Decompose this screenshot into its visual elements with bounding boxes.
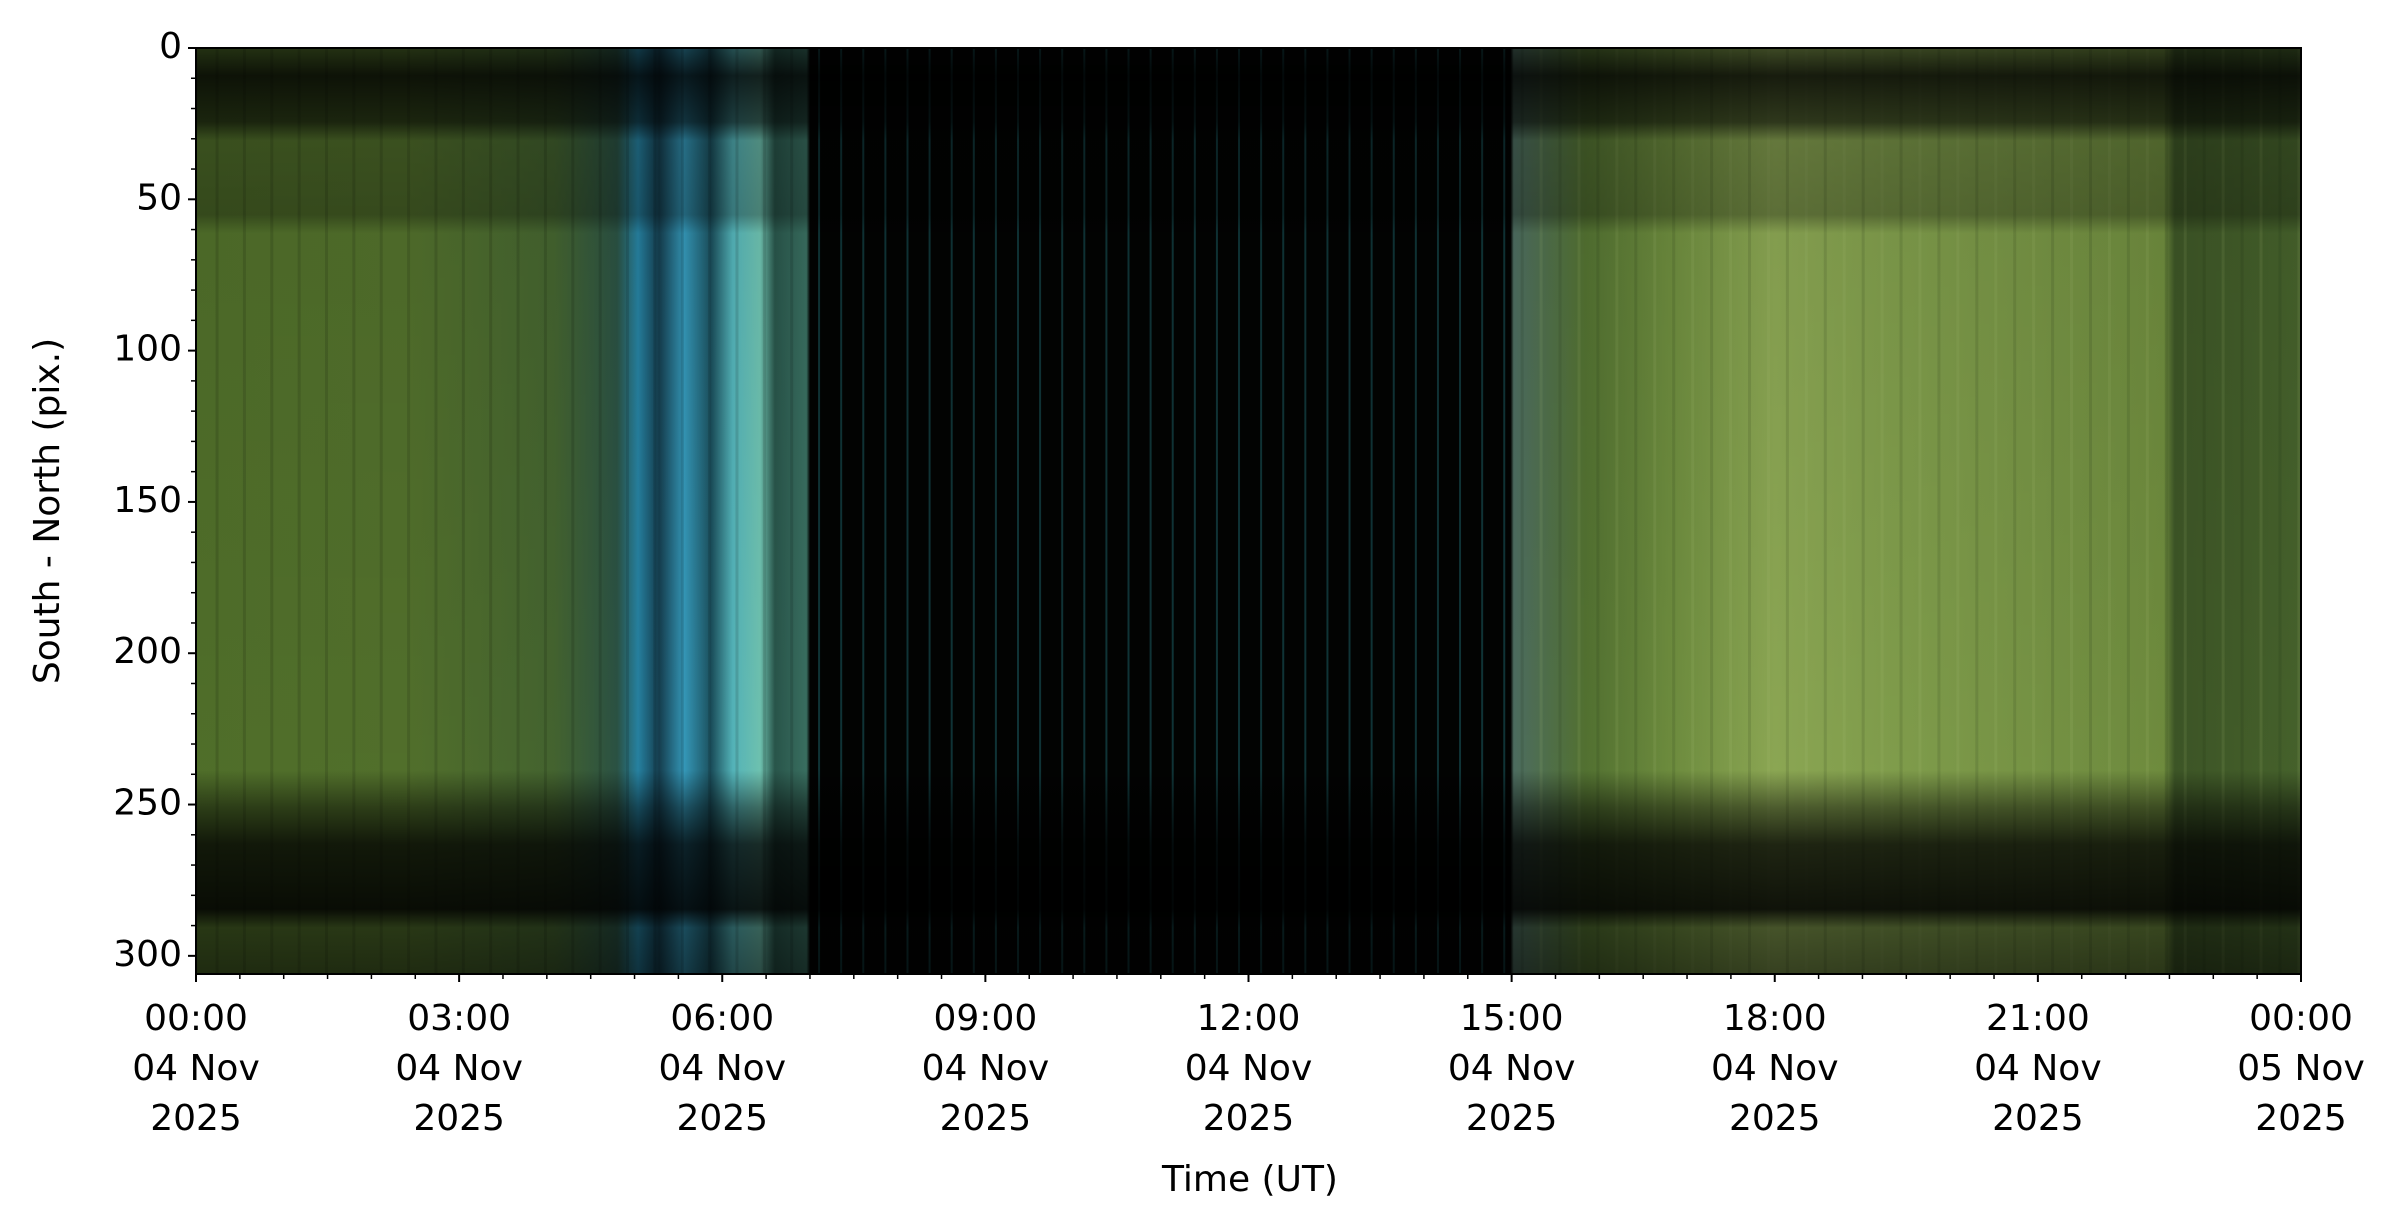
y-tick-label: 250 [113,783,182,824]
x-tick-label: 2025 [150,1098,242,1139]
y-tick-label: 150 [113,480,182,521]
x-tick-label: 18:00 [1723,998,1827,1039]
y-tick-label: 0 [159,26,182,67]
y-tick-label: 100 [113,329,182,370]
x-tick-label: 2025 [1992,1098,2084,1139]
x-tick-label: 04 Nov [395,1048,523,1089]
x-tick-label: 2025 [2255,1098,2347,1139]
x-axis-label: Time (UT) [1161,1159,1338,1200]
x-tick-label: 04 Nov [132,1048,260,1089]
x-tick-label: 2025 [1729,1098,1821,1139]
x-tick-label: 00:00 [144,998,248,1039]
x-tick-label: 04 Nov [1974,1048,2102,1089]
y-tick-label: 200 [113,631,182,672]
x-tick-label: 2025 [1203,1098,1295,1139]
x-tick-label: 15:00 [1460,998,1564,1039]
x-tick-label: 06:00 [670,998,774,1039]
x-tick-label: 04 Nov [922,1048,1050,1089]
x-tick-label: 00:00 [2249,998,2353,1039]
x-tick-label: 04 Nov [1185,1048,1313,1089]
x-tick-label: 04 Nov [1711,1048,1839,1089]
x-tick-label: 04 Nov [658,1048,786,1089]
x-tick-label: 2025 [1466,1098,1558,1139]
y-tick-label: 50 [136,177,182,218]
x-tick-label: 03:00 [407,998,511,1039]
x-tick-label: 2025 [940,1098,1032,1139]
x-tick-label: 12:00 [1197,998,1301,1039]
y-axis-label: South - North (pix.) [27,338,68,684]
keogram [196,48,2301,974]
x-tick-label: 04 Nov [1448,1048,1576,1089]
x-tick-label: 09:00 [934,998,1038,1039]
x-tick-label: 2025 [413,1098,505,1139]
x-tick-label: 2025 [676,1098,768,1139]
y-tick-label: 300 [113,934,182,975]
x-tick-label: 05 Nov [2237,1048,2365,1089]
x-tick-label: 21:00 [1986,998,2090,1039]
keogram-shading [196,48,2301,974]
